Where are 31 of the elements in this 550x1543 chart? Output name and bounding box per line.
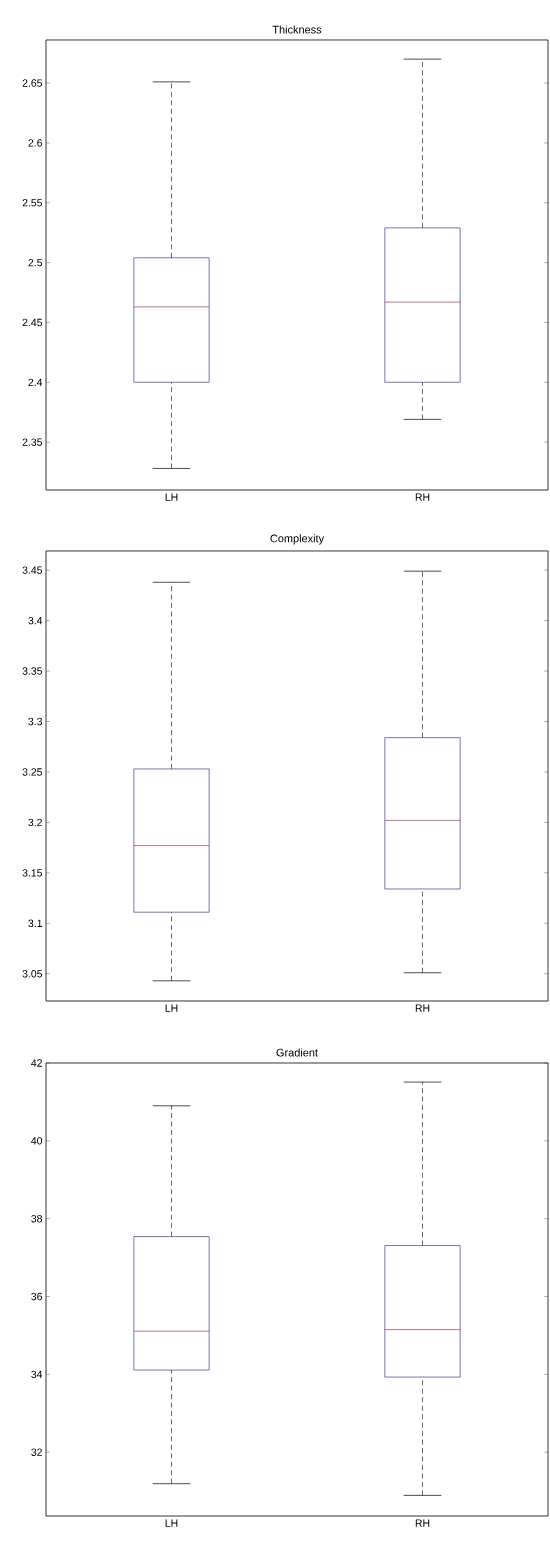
x-tick-label: RH	[415, 493, 430, 501]
y-tick-label: 42	[31, 1059, 42, 1067]
y-tick-label: 2.6	[28, 139, 43, 147]
y-tick-label: 2.55	[22, 199, 43, 207]
x-tick-label: LH	[165, 1519, 178, 1527]
y-tick-label: 3.4	[28, 616, 43, 625]
y-tick-label: 34	[31, 1370, 43, 1379]
x-tick-label: RH	[415, 1004, 430, 1012]
y-tick-label: 3.2	[28, 818, 42, 827]
y-tick-label: 36	[31, 1292, 43, 1301]
y-tick-label: 3.1	[28, 919, 42, 928]
y-tick-label: 2.65	[22, 79, 43, 87]
x-tick-label: LH	[165, 1004, 178, 1012]
y-tick-label: 2.4	[28, 378, 43, 386]
y-tick-label: 2.45	[22, 318, 43, 327]
y-tick-label: 3.15	[22, 869, 43, 877]
y-tick-label: 2.5	[28, 258, 43, 267]
y-tick-label: 32	[31, 1448, 42, 1456]
y-tick-label: 3.45	[22, 566, 43, 574]
chart-title: Gradient	[276, 1048, 318, 1057]
y-tick-label: 2.35	[22, 438, 43, 446]
x-tick-label: LH	[165, 493, 178, 501]
y-tick-label: 3.35	[22, 667, 43, 675]
y-tick-label: 3.3	[28, 717, 43, 726]
y-tick-label: 3.05	[22, 970, 43, 978]
y-tick-label: 3.25	[22, 768, 43, 776]
chart-title: Complexity	[270, 534, 325, 545]
x-tick-label: RH	[415, 1519, 430, 1527]
y-tick-label: 40	[31, 1137, 43, 1145]
y-tick-label: 38	[31, 1214, 43, 1223]
chart-title: Thickness	[272, 25, 322, 34]
